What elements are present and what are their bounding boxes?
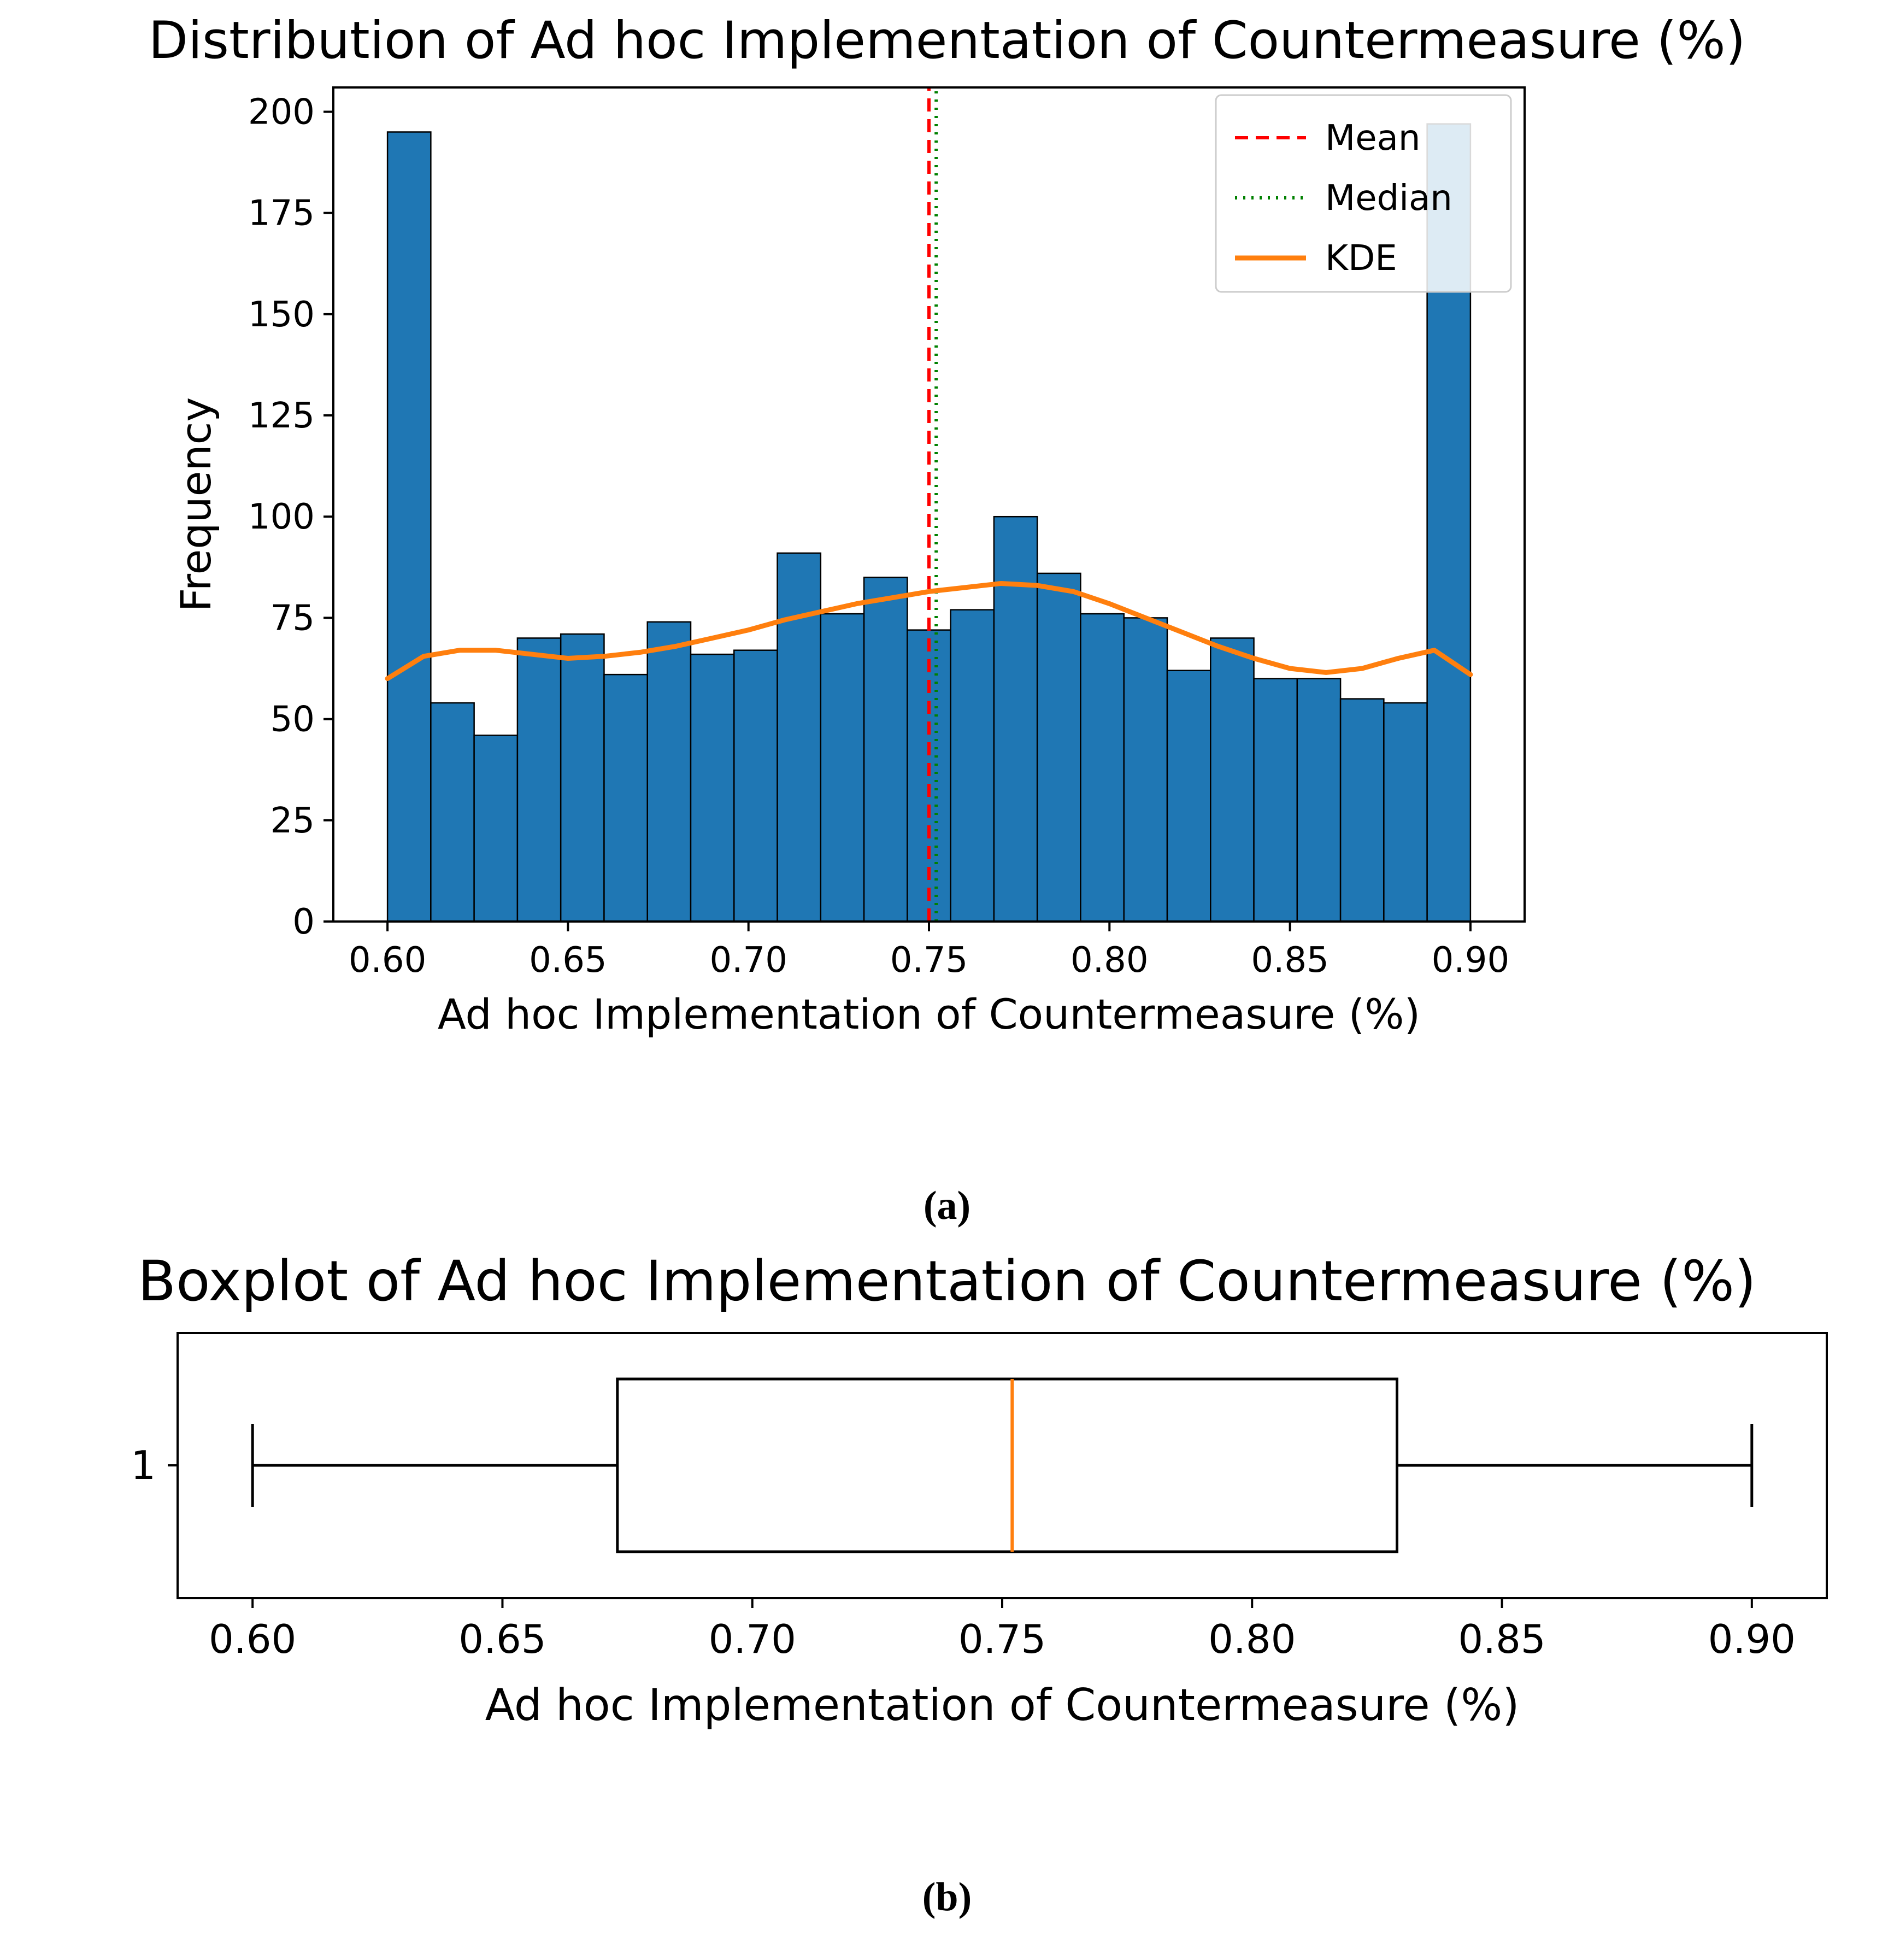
y-tick-label: 75: [270, 598, 315, 638]
histogram-plot-area: 0.60 0.65 0.70 0.75 0.80 0.85 0.90 0 25 50 75 100 12…: [248, 86, 1526, 981]
histogram-xlabel: Ad hoc Implementation of Countermeasure …: [438, 990, 1420, 1038]
x-tick-label: 0.90: [1708, 1616, 1796, 1662]
hist-bar: [1123, 617, 1168, 923]
hist-bar: [777, 552, 822, 923]
hist-bar: [430, 702, 475, 923]
histogram-chart: Distribution of Ad hoc Implementation of…: [149, 11, 1746, 1038]
y-tick-label: 150: [248, 295, 315, 335]
hist-bar: [1383, 702, 1428, 923]
y-tick-label: 0: [292, 902, 315, 942]
hist-bar: [1080, 613, 1125, 923]
x-tick-label: 0.75: [958, 1616, 1046, 1662]
x-tick-label: 0.65: [458, 1616, 546, 1662]
x-tick-label: 0.60: [209, 1616, 296, 1662]
hist-bar: [690, 653, 735, 923]
x-tick-label: 0.75: [890, 940, 968, 981]
kde-curve: [385, 580, 1473, 682]
hist-bar: [1339, 698, 1385, 923]
hist-bar: [603, 673, 648, 923]
x-tick-label: 0.80: [1070, 940, 1149, 981]
hist-bar: [516, 637, 562, 923]
panel-b-label: (b): [922, 1875, 972, 1920]
hist-bar: [733, 649, 778, 923]
hist-bar: [820, 613, 865, 923]
boxplot-xlabel: Ad hoc Implementation of Countermeasure …: [485, 1680, 1520, 1730]
legend-label: Median: [1325, 178, 1452, 219]
hist-bar: [1166, 670, 1211, 923]
histogram-title: Distribution of Ad hoc Implementation of…: [149, 11, 1746, 71]
histogram-ylabel: Frequency: [172, 397, 220, 612]
y-tick-label: 100: [248, 497, 315, 537]
hist-bar: [993, 515, 1038, 923]
hist-bar: [386, 131, 432, 923]
y-tick-label: 1: [131, 1442, 156, 1488]
y-tick-label: 200: [248, 92, 315, 132]
x-tick-label: 0.65: [529, 940, 607, 981]
hist-bar: [863, 577, 908, 923]
x-tick-label: 0.85: [1458, 1616, 1545, 1662]
legend-label: KDE: [1325, 238, 1397, 279]
y-tick-label: 50: [270, 700, 315, 740]
hist-bar: [560, 633, 605, 923]
hist-bar: [1296, 678, 1342, 923]
iqr-box: [616, 1377, 1398, 1553]
hist-bar: [646, 621, 692, 923]
hist-bar: [1210, 637, 1255, 923]
x-tick-label: 0.90: [1432, 940, 1510, 981]
hist-bar: [473, 734, 519, 923]
y-tick-label: 125: [248, 396, 315, 436]
boxplot-plot-area: 1 0.60 0.65 0.70 0.75 0.80 0.85 0.90: [131, 1332, 1828, 1662]
hist-bar: [1253, 678, 1298, 923]
legend-box: [1215, 94, 1512, 293]
y-tick-label: 25: [270, 801, 315, 841]
x-tick-label: 0.70: [709, 940, 787, 981]
x-tick-label: 0.80: [1208, 1616, 1296, 1662]
hist-bar: [1036, 572, 1081, 923]
x-tick-label: 0.70: [709, 1616, 796, 1662]
x-tick-label: 0.85: [1251, 940, 1329, 981]
legend-label: Mean: [1325, 118, 1420, 159]
hist-bar: [950, 609, 995, 923]
panel-a-label: (a): [923, 1183, 971, 1228]
boxplot-title: Boxplot of Ad hoc Implementation of Coun…: [138, 1249, 1756, 1314]
x-tick-label: 0.60: [349, 940, 427, 981]
boxplot-chart: Boxplot of Ad hoc Implementation of Coun…: [131, 1249, 1828, 1730]
y-tick-label: 175: [248, 193, 315, 234]
